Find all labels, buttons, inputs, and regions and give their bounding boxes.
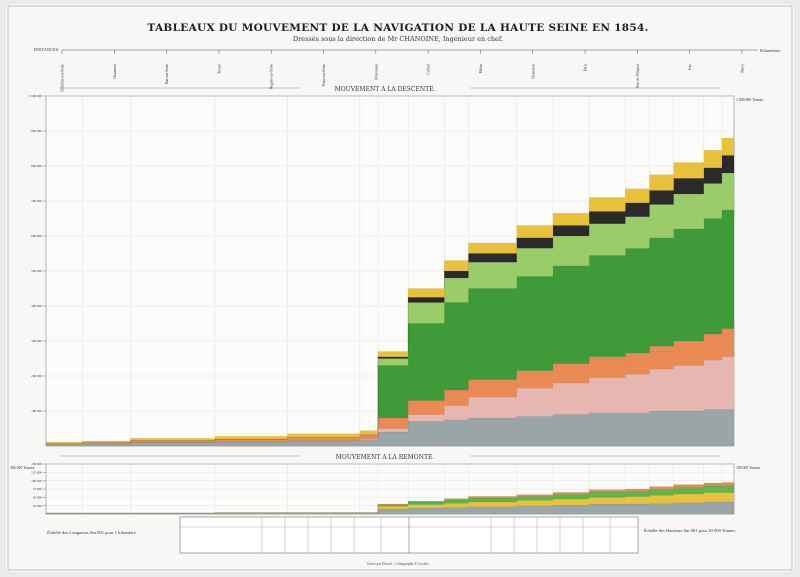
right-top-tick: 1 000 000 Tonnes. <box>736 98 764 102</box>
town-label: Nogent-sur-Seine <box>270 64 274 90</box>
distances-label: DISTANCES <box>34 47 59 52</box>
summary-table <box>179 516 639 554</box>
descent-series <box>45 122 735 447</box>
descent-y-tick-label: 200 000 <box>31 374 42 378</box>
town-label: Bercy <box>741 64 745 73</box>
right-bottom-tick: 100 000 Tonnes. <box>736 466 761 470</box>
chart-title: TABLEAUX DU MOUVEMENT DE LA NAVIGATION D… <box>147 22 648 34</box>
town-label: Corbeil <box>427 64 431 75</box>
descent-y-tick-label: 600 000 <box>31 234 42 238</box>
town-label: Chaumont <box>113 64 117 79</box>
descent-y-tick-label: 800 000 <box>31 164 42 168</box>
descent-y-ticks: 100 000 200 000 300 000 400 000 500 000 600 0… <box>29 94 46 413</box>
ascent-banner: MOUVEMENT A LA REMONTE. <box>336 454 435 461</box>
descent-banner: MOUVEMENT A LA DESCENTE. <box>335 86 436 93</box>
descent-series-band <box>45 122 735 444</box>
ascent-y-tick-label: 150 000 <box>31 462 42 466</box>
scale-lengths: Échelle des Longueurs 0m 001 pour 1 kilo… <box>47 530 137 535</box>
scale-heights: Échelle des Hauteurs 0m 001 pour 20 000 … <box>644 528 737 533</box>
descent-y-tick-label: 400 000 <box>31 304 42 308</box>
ascent-series-band <box>46 480 735 514</box>
town-label: Châtillon-sur-Seine <box>61 64 65 92</box>
imprint: Gravé par Erhard – Lithographie F. Lecle… <box>367 562 430 566</box>
left-bottom-tick: 300 000 Tonnes. <box>10 466 35 470</box>
town-labels: Châtillon-sur-Seine Chaumont Bar-sur-Seine… <box>61 50 745 92</box>
town-label: Port de l'Hôpital <box>636 64 640 88</box>
km-label: Kilomètres <box>760 48 780 53</box>
ascent-y-tick-label: 25 000 <box>33 504 42 508</box>
ascent-series-band <box>45 491 735 514</box>
descent-y-tick-label: 100 000 <box>31 409 42 413</box>
town-label: Ivry <box>688 64 692 70</box>
ascent-series <box>45 480 735 515</box>
ascent-y-tick-label: 75 000 <box>33 487 42 491</box>
town-label: Troyes <box>217 63 221 73</box>
ascent-y-tick-label: 100 000 <box>31 479 42 483</box>
town-label: Bray-sur-Seine <box>322 64 326 86</box>
town-label: Melun <box>479 64 483 74</box>
town-label: Paris <box>584 63 588 71</box>
ascent-y-tick-label: 50 000 <box>33 496 42 500</box>
town-label: Charenton <box>531 64 535 79</box>
chart-subtitle: Dressés sous la direction de Mr CHANOINE… <box>293 35 503 43</box>
descent-y-tick-label: 700 000 <box>31 199 42 203</box>
descent-y-tick-label: 900 000 <box>31 129 42 133</box>
ascent-y-tick-label: 125 000 <box>31 471 42 475</box>
town-label: Bar-sur-Seine <box>165 64 169 84</box>
town-label: Montereau <box>374 64 378 80</box>
descent-y-tick-label: 300 000 <box>31 339 42 343</box>
paper-border <box>7 5 793 571</box>
descent-y-tick-label: 500 000 <box>31 269 42 273</box>
ascent-y-ticks: 25 000 50 000 75 000 100 000 125 000 150 000 <box>31 462 46 508</box>
descent-y-tick-label: 1 000 000 <box>29 94 43 98</box>
